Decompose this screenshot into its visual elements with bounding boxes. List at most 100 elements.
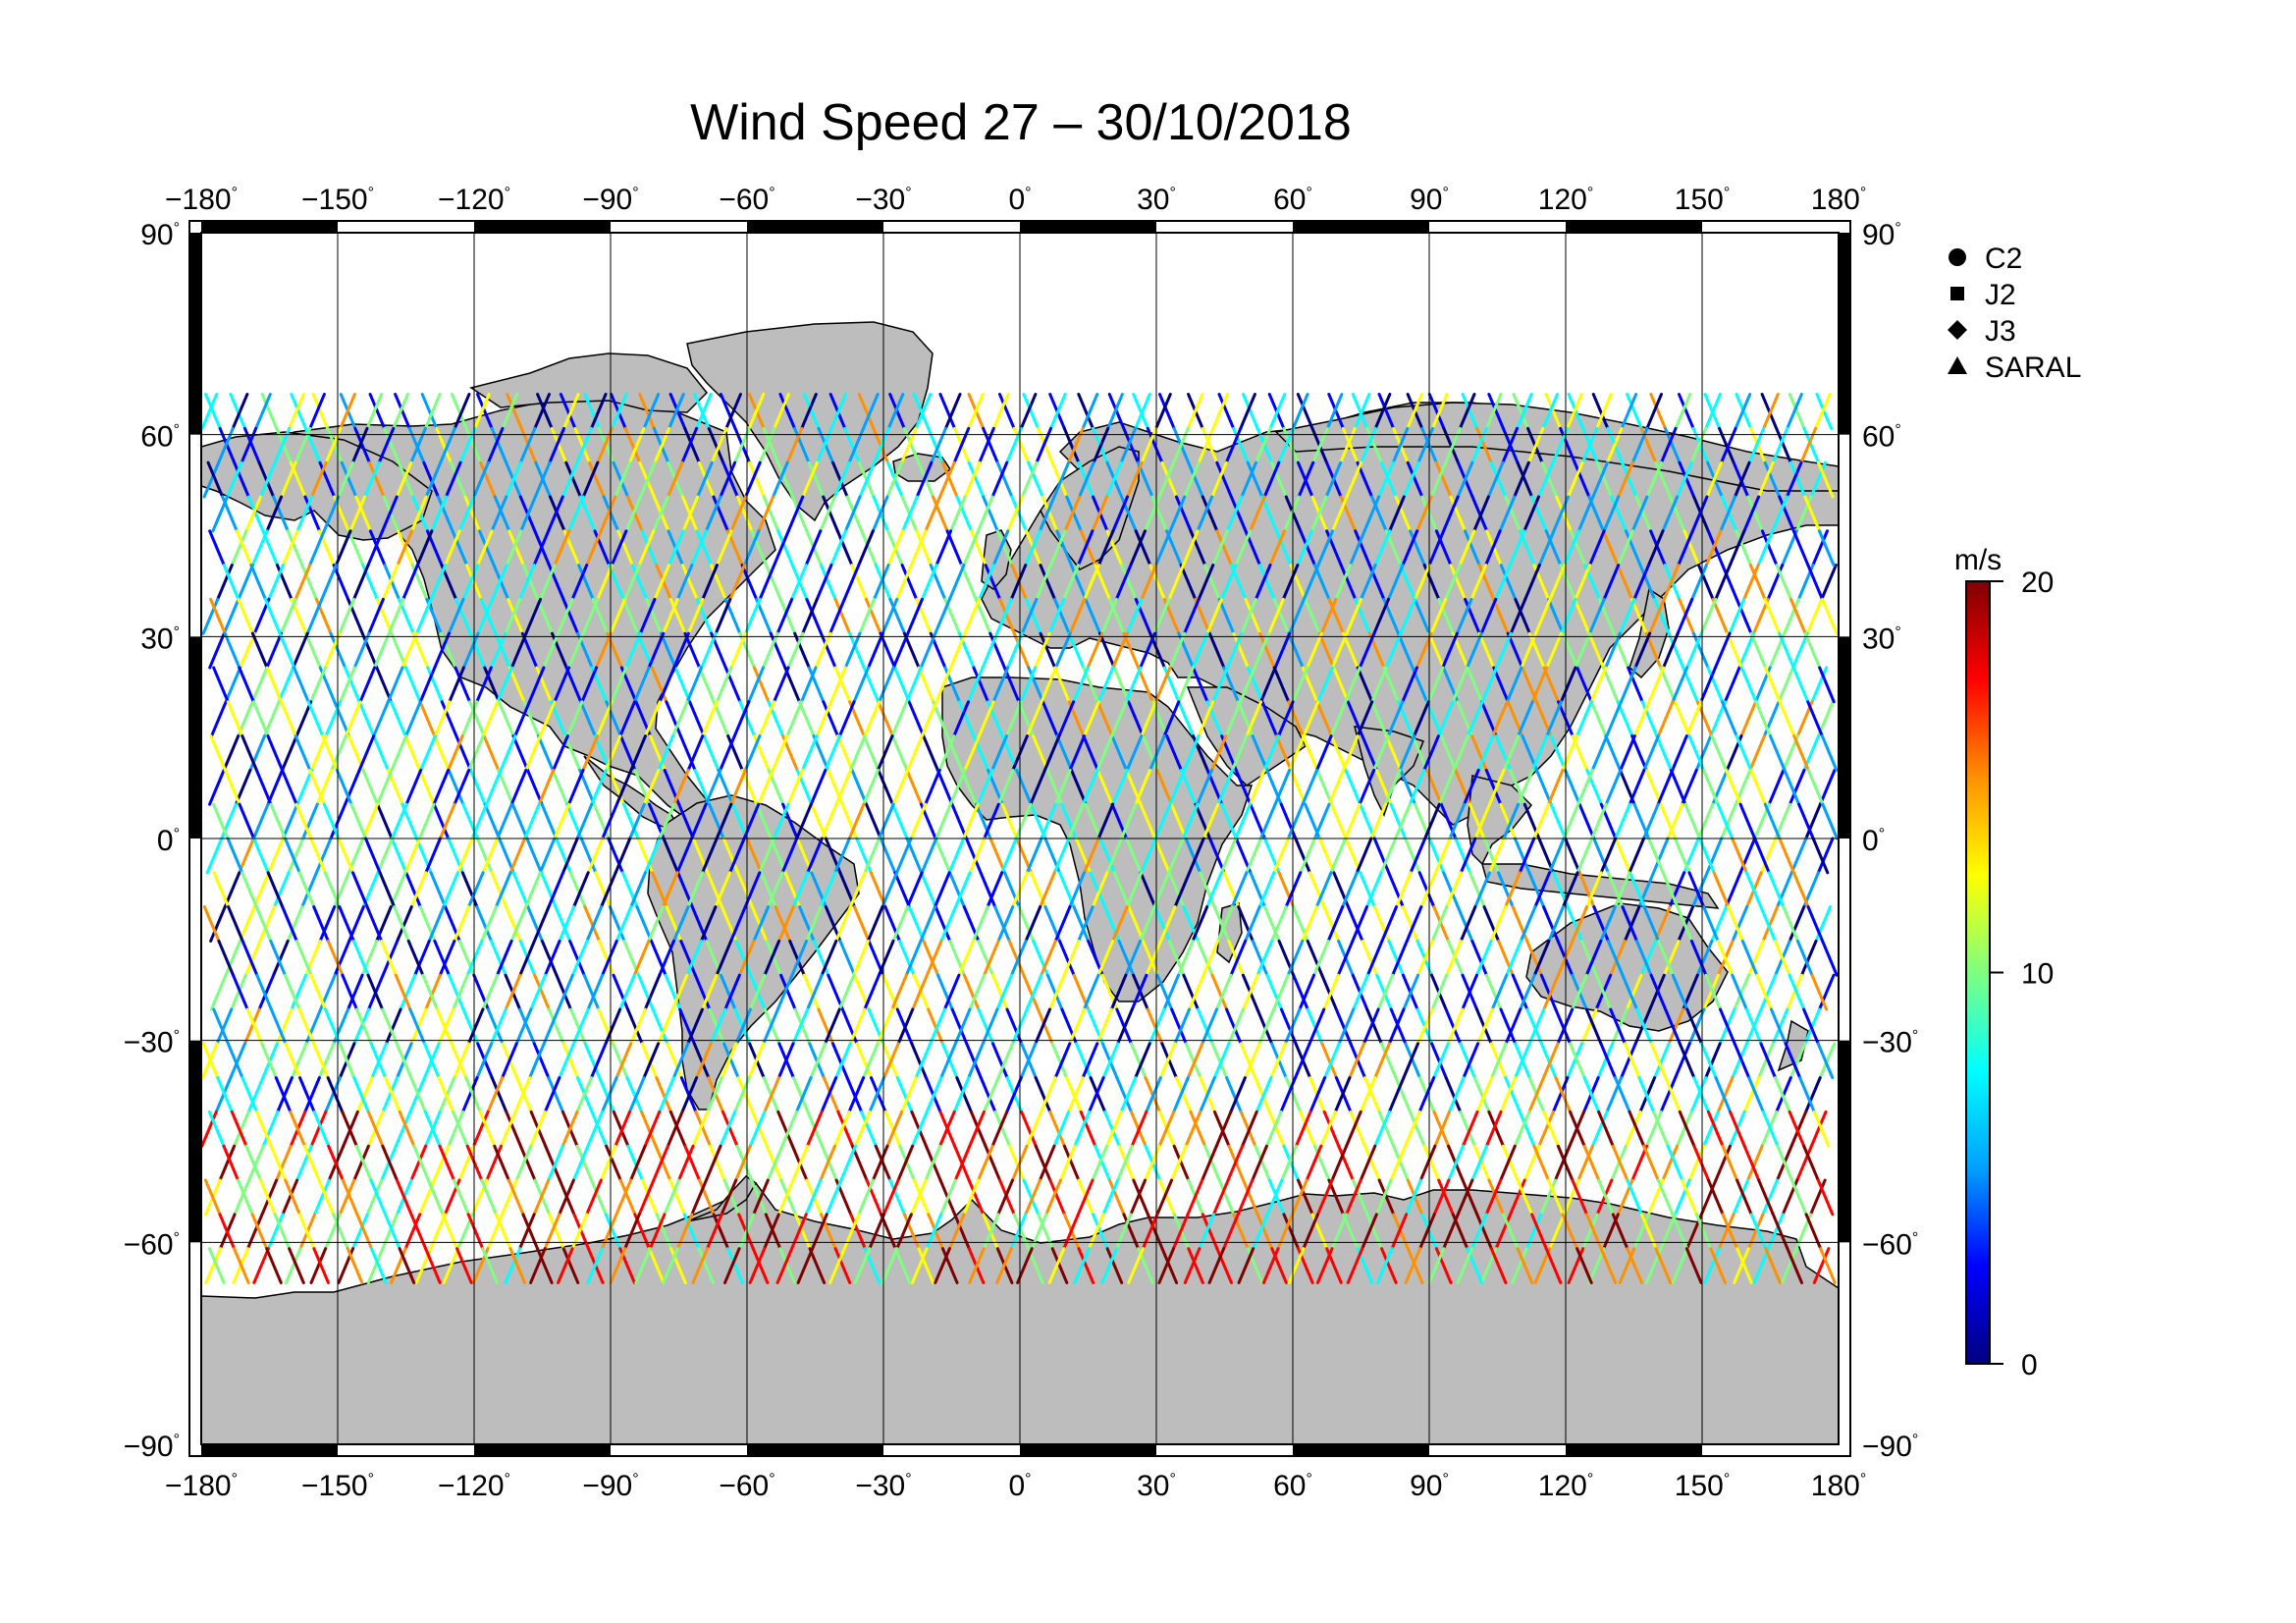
wind-track-segment	[1484, 1109, 1503, 1148]
wind-track-segment	[772, 802, 790, 840]
wind-track-segment	[1814, 393, 1832, 430]
wind-track-segment	[1289, 768, 1308, 806]
wind-track-segment	[1154, 529, 1172, 568]
wind-track-segment	[1799, 426, 1818, 464]
wind-track-segment	[1664, 1007, 1682, 1046]
wind-track-segment	[1054, 631, 1072, 670]
wind-track-segment	[1065, 495, 1083, 533]
wind-track-segment	[561, 1042, 579, 1080]
wind-track-segment	[1139, 871, 1157, 909]
wind-track-segment	[437, 1007, 455, 1046]
degree-symbol: °	[174, 1229, 180, 1246]
wind-track-segment	[461, 631, 480, 670]
wind-track-segment	[850, 1144, 869, 1182]
wind-track-segment	[1211, 393, 1229, 430]
degree-symbol: °	[905, 185, 911, 201]
wind-track-segment	[920, 700, 938, 738]
wind-track-segment	[1352, 973, 1369, 1011]
wind-track-segment	[835, 734, 854, 772]
wind-track-segment	[1274, 529, 1293, 568]
wind-track-segment	[1442, 426, 1460, 464]
wind-track-segment	[548, 426, 566, 464]
wind-track-segment	[1258, 631, 1276, 670]
wind-track-segment	[758, 837, 775, 875]
wind-track-segment	[750, 529, 769, 568]
wind-track-segment	[1150, 495, 1169, 533]
wind-track-segment	[706, 871, 723, 909]
wind-track-segment	[995, 1247, 1013, 1284]
wind-track-segment	[1519, 905, 1537, 943]
wind-track-segment	[381, 1144, 399, 1182]
wind-track-segment	[1377, 393, 1396, 430]
wind-track-segment	[963, 597, 982, 635]
wind-track-segment	[363, 460, 381, 499]
wind-track-segment	[288, 393, 305, 430]
wind-track-segment	[463, 495, 482, 533]
wind-track-segment	[1187, 1247, 1204, 1284]
wind-track-segment	[988, 837, 1007, 875]
wind-track-segment	[1731, 837, 1748, 875]
wind-track-segment	[1764, 666, 1782, 704]
wind-track-segment	[978, 564, 995, 601]
wind-track-segment	[715, 529, 733, 568]
wind-track-segment	[201, 1109, 218, 1148]
wind-track-segment	[967, 1178, 986, 1217]
wind-track-segment	[1005, 1076, 1023, 1113]
wind-track-segment	[424, 973, 442, 1011]
wind-track-segment	[1726, 631, 1743, 670]
wind-track-segment	[244, 1144, 262, 1182]
wind-track-segment	[1316, 666, 1334, 704]
wind-track-segment	[977, 1007, 994, 1046]
wind-track-segment	[890, 802, 909, 840]
wind-track-segment	[618, 973, 636, 1011]
wind-track-segment	[778, 597, 797, 635]
wind-track-segment	[766, 1144, 784, 1182]
wind-track-segment	[589, 393, 608, 430]
wind-track-segment	[667, 393, 685, 430]
wind-track-segment	[1430, 1042, 1448, 1080]
wind-track-segment	[575, 426, 593, 464]
wind-track-segment	[1304, 597, 1321, 635]
wind-track-segment	[490, 426, 508, 464]
wind-track-segment	[404, 768, 423, 806]
wind-track-segment	[801, 597, 819, 635]
wind-track-segment	[1083, 837, 1100, 875]
degree-symbol: °	[1724, 185, 1730, 201]
lon-tick-label-bottom: −180°	[165, 1470, 238, 1502]
wind-track-segment	[1562, 802, 1580, 840]
wind-track-segment	[1030, 1213, 1048, 1251]
wind-track-segment	[542, 1007, 561, 1046]
wind-track-segment	[767, 871, 784, 909]
wind-track-segment	[389, 700, 407, 738]
wind-track-segment	[1134, 768, 1152, 806]
wind-track-segment	[304, 631, 322, 670]
wind-track-segment	[217, 426, 235, 464]
wind-track-segment	[1242, 1178, 1259, 1217]
wind-track-segment	[581, 460, 600, 499]
wind-track-segment	[1566, 1042, 1584, 1080]
wind-track-segment	[1487, 837, 1506, 875]
wind-track-segment	[533, 393, 551, 430]
wind-track-segment	[1068, 734, 1087, 772]
wind-track-segment	[693, 393, 711, 430]
wind-track-segment	[505, 905, 522, 943]
wind-track-segment	[1516, 393, 1533, 430]
wind-track-segment	[1687, 1144, 1706, 1182]
wind-track-segment	[618, 700, 637, 738]
wind-track-segment	[472, 1109, 490, 1148]
wind-track-segment	[726, 734, 744, 772]
wind-track-segment	[1599, 1247, 1618, 1284]
colorbar-bar	[1965, 580, 1991, 1365]
wind-track-segment	[547, 1144, 564, 1182]
wind-track-segment	[643, 973, 662, 1011]
wind-track-segment	[1549, 802, 1568, 840]
wind-track-segment	[286, 905, 304, 943]
wind-track-segment	[709, 1144, 726, 1182]
wind-track-segment	[505, 1109, 522, 1148]
wind-track-segment	[1611, 1007, 1629, 1046]
wind-track-segment	[1096, 939, 1115, 977]
degree-symbol: °	[174, 1432, 180, 1448]
wind-track-segment	[1253, 631, 1271, 670]
wind-track-segment	[1172, 1144, 1191, 1182]
wind-track-segment	[367, 597, 385, 635]
